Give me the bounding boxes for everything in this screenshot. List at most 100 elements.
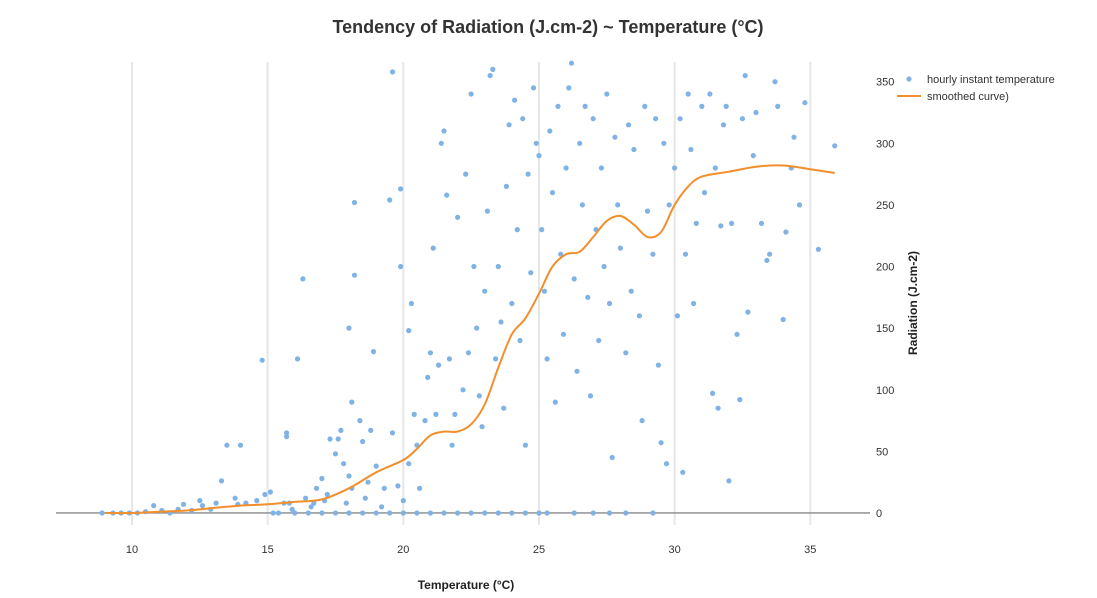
legend: hourly instant temperature smoothed curv… [897,74,1055,103]
scatter-point [493,356,499,362]
scatter-point [351,272,358,278]
y-tick-label: 350 [876,77,894,89]
scatter-point [224,442,230,448]
scatter-point [303,495,309,501]
scatter-point [636,313,643,319]
scatter-point [699,103,705,109]
x-tick-label: 30 [669,544,681,556]
scatter-point [267,489,273,495]
scatter-point [598,165,605,171]
scatter-point [742,73,748,79]
scatter-point [612,134,618,140]
scatter-point [753,109,759,116]
scatter-point [398,186,404,192]
scatter-point [476,393,482,399]
scatter-point [482,510,488,516]
scatter-point [368,427,374,433]
scatter-point [346,325,352,331]
scatter-point [729,220,735,226]
scatter-point [530,85,537,91]
scatter-point [460,387,466,393]
scatter-point [362,495,368,501]
y-axis-ticks: 0 50 100 150 200 250 300 350 [876,77,894,520]
scatter-point [395,483,401,489]
scatter-point [604,91,610,97]
scatter-point [197,498,203,504]
scatter-point [628,288,634,294]
scatter-point [436,362,442,368]
scatter-point [568,60,575,66]
scatter-point [408,300,414,307]
scatter-point [688,146,694,153]
scatter-point [737,397,743,403]
scatter-point [289,506,295,512]
scatter-point [522,442,529,448]
scatter-point [503,183,509,189]
scatter-point [718,223,724,229]
scatter-point [615,202,621,208]
scatter-point [284,430,290,436]
scatter-point [373,510,379,516]
scatter-point [349,399,355,405]
scatter-point [571,510,577,516]
scatter-point [767,251,773,257]
scatter-point [455,214,461,220]
scatter-point [218,478,225,484]
scatter-point [587,393,594,399]
scatter-point [319,510,325,516]
scatter-point [509,300,515,307]
scatter-point [715,405,721,411]
scatter-point [406,328,412,334]
x-axis-ticks: 10 15 20 25 30 35 [126,544,817,556]
scatter-point [522,510,529,516]
scatter-point [596,337,602,344]
scatter-point [292,510,298,516]
scatter-point [433,411,439,417]
scatter-point [511,97,518,103]
scatter-point [449,442,455,448]
scatter-point [650,510,656,516]
scatter-point [739,116,746,122]
scatter-point [357,418,363,424]
scatter-point [509,510,515,516]
scatter-point [417,485,423,491]
scatter-point [644,208,651,214]
scatter-point [305,510,311,516]
scatter-point [360,438,366,445]
scatter-point [430,245,436,251]
scatter-point [701,190,708,196]
scatter-point [427,510,433,516]
scatter-point [723,103,729,109]
scatter-point [617,245,624,251]
scatter-point [693,220,699,226]
scatter-point [414,510,420,516]
scatter-point [517,337,523,344]
scatter-point [365,479,371,485]
scatter-point [547,128,553,134]
scatter-point [151,503,157,509]
scatter-point [199,503,206,509]
scatter-point [712,165,718,171]
scatter-point [606,510,613,516]
scatter-point [802,100,808,106]
scatter-point [495,510,501,516]
scatter-point [338,427,344,433]
scatter-point [590,116,596,122]
scatter-point [796,202,803,208]
scatter-point [653,116,659,122]
scatter-point [441,128,447,134]
scatter-point [558,251,564,257]
scatter-point [335,436,341,442]
scatter-point [381,485,387,491]
scatter-point [514,227,520,233]
scatter-point [463,171,469,177]
scatter-point [734,331,740,337]
scatter-point [360,510,366,516]
scatter-point [387,510,393,516]
scatter-point [623,510,629,516]
scatter-point [791,134,797,140]
scatter-point [501,405,507,411]
scatter-point [506,122,512,128]
y-tick-label: 150 [876,323,894,335]
